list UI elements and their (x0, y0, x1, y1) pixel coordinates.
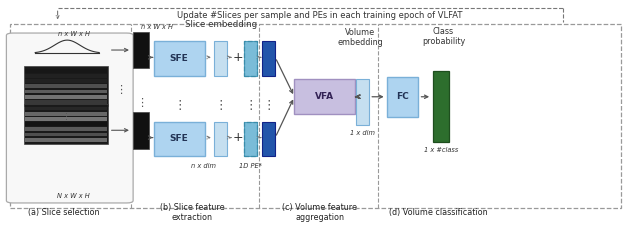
FancyBboxPatch shape (25, 112, 107, 116)
Text: Slice embedding: Slice embedding (185, 20, 257, 29)
FancyBboxPatch shape (25, 79, 107, 83)
FancyBboxPatch shape (244, 41, 257, 76)
Text: SFE: SFE (170, 54, 189, 63)
Text: (a) Slice selection: (a) Slice selection (28, 208, 100, 217)
FancyBboxPatch shape (133, 32, 149, 68)
Text: +: + (233, 51, 243, 64)
Text: ⋮: ⋮ (136, 98, 147, 108)
Text: Class
probability: Class probability (422, 27, 465, 46)
Text: (d) Volume classification: (d) Volume classification (389, 208, 488, 217)
FancyBboxPatch shape (133, 112, 149, 149)
FancyBboxPatch shape (25, 74, 107, 78)
Text: ⋮: ⋮ (262, 98, 275, 112)
FancyBboxPatch shape (25, 122, 107, 126)
Text: Update #Slices per sample and PEs in each training epoch of VLFAT: Update #Slices per sample and PEs in eac… (177, 11, 463, 20)
Text: ⋮: ⋮ (214, 98, 227, 112)
FancyBboxPatch shape (294, 79, 355, 114)
Text: n x dim: n x dim (191, 163, 216, 169)
Text: 1D PE*: 1D PE* (239, 163, 262, 169)
FancyBboxPatch shape (25, 69, 107, 73)
Text: +: + (233, 131, 243, 144)
FancyBboxPatch shape (262, 122, 275, 156)
FancyBboxPatch shape (25, 138, 107, 142)
Text: ⋮: ⋮ (244, 98, 257, 112)
Text: N x W x H: N x W x H (57, 193, 90, 199)
Text: VFA: VFA (315, 92, 334, 101)
Text: (b) Slice feature
extraction: (b) Slice feature extraction (160, 203, 224, 222)
Text: n x W x H: n x W x H (141, 24, 173, 30)
Text: 1 x dim: 1 x dim (349, 130, 375, 136)
FancyBboxPatch shape (24, 66, 108, 106)
FancyBboxPatch shape (25, 100, 107, 104)
FancyBboxPatch shape (154, 122, 205, 156)
Text: ⋮: ⋮ (115, 85, 126, 95)
FancyBboxPatch shape (387, 77, 418, 117)
FancyBboxPatch shape (433, 71, 449, 142)
FancyBboxPatch shape (6, 33, 133, 203)
FancyBboxPatch shape (25, 95, 107, 99)
FancyBboxPatch shape (356, 79, 369, 125)
FancyBboxPatch shape (214, 122, 227, 156)
Text: (c) Volume feature
aggregation: (c) Volume feature aggregation (282, 203, 358, 222)
Text: Volume
embedding: Volume embedding (337, 28, 383, 47)
Text: SFE: SFE (170, 134, 189, 143)
Text: FC: FC (396, 92, 409, 101)
FancyBboxPatch shape (25, 117, 107, 121)
FancyBboxPatch shape (214, 41, 227, 76)
Text: ...: ... (59, 110, 69, 119)
Text: n x W x H: n x W x H (58, 31, 90, 37)
FancyBboxPatch shape (25, 84, 107, 88)
FancyBboxPatch shape (244, 122, 257, 156)
Text: ⋮: ⋮ (173, 98, 186, 112)
FancyBboxPatch shape (24, 104, 108, 144)
FancyBboxPatch shape (25, 90, 107, 93)
FancyBboxPatch shape (25, 127, 107, 131)
FancyBboxPatch shape (25, 133, 107, 136)
FancyBboxPatch shape (25, 107, 107, 110)
Text: 1 x #class: 1 x #class (424, 147, 458, 153)
FancyBboxPatch shape (262, 41, 275, 76)
FancyBboxPatch shape (154, 41, 205, 76)
